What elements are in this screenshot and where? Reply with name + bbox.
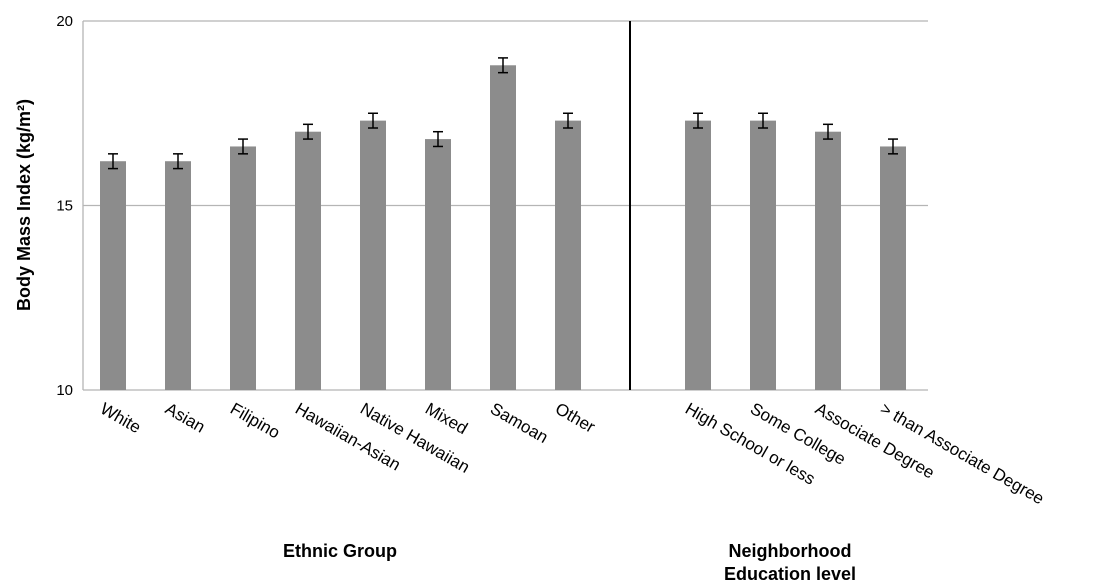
x-category-label: Other <box>552 399 599 437</box>
bar <box>490 65 516 390</box>
x-category-label: Mixed <box>422 399 471 438</box>
x-category-label: Native Hawaiian <box>357 399 473 477</box>
bar <box>880 146 906 390</box>
y-tick-label: 15 <box>56 198 73 215</box>
bar <box>815 131 841 390</box>
bar <box>295 131 321 390</box>
bar <box>555 120 581 390</box>
y-axis-title: Body Mass Index (kg/m²) <box>14 99 34 311</box>
bar <box>360 120 386 390</box>
x-category-label: White <box>97 399 144 437</box>
x-category-label: Filipino <box>227 399 283 442</box>
group-label: Education level <box>724 564 856 584</box>
bar <box>230 146 256 390</box>
y-tick-label: 20 <box>56 13 73 30</box>
y-tick-label: 10 <box>56 382 73 399</box>
bar <box>750 120 776 390</box>
x-category-label: Samoan <box>487 399 551 447</box>
bar <box>425 139 451 390</box>
bar <box>165 161 191 390</box>
group-label: Neighborhood <box>729 541 852 561</box>
x-category-label: Asian <box>162 399 208 437</box>
bar <box>100 161 126 390</box>
x-category-label: Associate Degree <box>812 399 938 483</box>
group-label: Ethnic Group <box>283 541 397 561</box>
bar <box>685 120 711 390</box>
